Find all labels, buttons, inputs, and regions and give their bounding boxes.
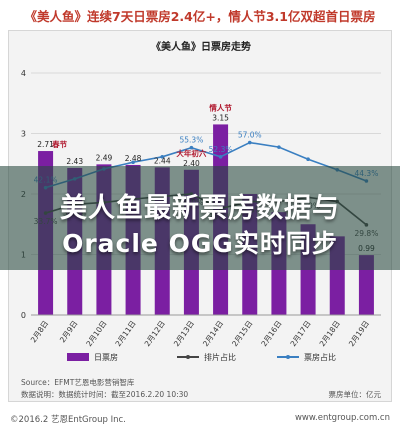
footer: ©2016.2 艺恩EntGroup Inc. www.entgroup.com… [0,404,400,432]
series-point [306,157,310,162]
legend-label: 排片占比 [204,352,236,362]
y-tick-label: 4 [21,69,26,78]
x-tick-label: 2月13日 [172,319,196,348]
x-tick-label: 2月19日 [347,319,371,348]
headline: 《美人鱼》连续7天日票房2.4亿+，情人节3.1亿双超首日票房 [24,8,376,24]
x-tick-label: 2月16日 [259,319,283,348]
series-point [247,140,252,145]
legend-label: 日票房 [94,352,118,362]
bar-value-label: 2.48 [125,154,142,163]
x-tick-label: 2月14日 [201,319,225,348]
chart-title: 《美人鱼》日票房走势 [151,40,251,53]
annotation-label: 春节 [52,139,67,149]
copyright-text: ©2016.2 艺恩EntGroup Inc. [10,415,126,425]
website-text: www.entgroup.com.cn [294,413,390,423]
x-tick-label: 2月9日 [58,319,79,344]
series-point [131,160,135,165]
caption-line-2: Oracle OGG实时同步 [62,229,338,258]
unit-text: 票房单位：亿元 [329,389,382,399]
bar-value-label: 2.49 [96,153,113,162]
source-note: 数据说明：数据统计时间：截至2016.2.20 10:30 [21,389,188,399]
series-point [218,154,223,159]
legend-marker [186,355,190,359]
line-value-label: 55.3% [180,136,204,145]
x-tick-label: 2月10日 [84,319,108,348]
y-tick-label: 0 [21,311,26,320]
line-value-label: 57.0% [238,131,262,140]
legend-label: 票房占比 [304,352,336,362]
bar-value-label: 2.43 [66,157,83,166]
y-tick-label: 3 [21,130,26,139]
caption-overlay [0,166,400,270]
x-tick-label: 2月8日 [29,319,50,344]
bar-value-label: 3.15 [212,113,229,122]
x-tick-label: 2月18日 [318,319,342,348]
x-tick-label: 2月17日 [289,319,313,348]
series-point [189,145,194,150]
x-tick-label: 2月15日 [230,319,254,348]
bar [358,255,374,315]
annotation-label: 大年初六 [176,148,206,158]
bar-value-label: 2.44 [154,156,171,165]
bar-value-label: 2.40 [183,159,200,168]
legend-swatch [67,353,89,361]
legend-marker [286,355,290,359]
line-value-label: 52.3% [209,145,233,154]
series-point [277,145,281,149]
series-point [160,154,165,159]
annotation-label: 情人节 [208,102,232,112]
source-text: Source：EFMT艺恩电影营销智库 [21,377,135,387]
legend: 日票房 排片占比 票房占比 [67,352,336,362]
bar-value-label: 2.71 [37,140,54,149]
x-tick-label: 2月12日 [143,319,167,348]
caption-line-1: 美人鱼最新票房数据与 [60,193,340,224]
x-tick-label: 2月11日 [114,319,138,348]
